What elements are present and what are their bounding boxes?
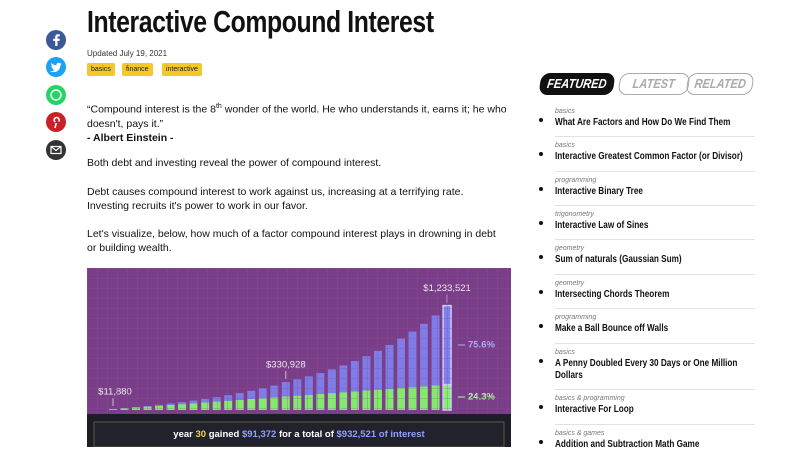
- item-category: basics & programming: [555, 395, 625, 402]
- summary-gained: $91,372: [242, 429, 276, 440]
- tab-label: RELATED: [693, 74, 747, 94]
- bullet: [539, 324, 543, 328]
- separator: [555, 136, 755, 137]
- item-title[interactable]: A Penny Doubled Every 30 Days or One Mil…: [555, 358, 748, 382]
- summary-text: year: [173, 429, 193, 440]
- quote-text: “Compound interest is the 8: [87, 104, 216, 116]
- item-title[interactable]: Interactive Law of Sines: [555, 220, 648, 232]
- tag[interactable]: finance: [122, 63, 153, 76]
- item-category: trigonometry: [555, 211, 594, 218]
- chart-grid: [87, 268, 511, 415]
- quote-author: - Albert Einstein -: [87, 132, 174, 144]
- separator: [555, 389, 755, 390]
- separator: [555, 239, 755, 240]
- page-title: Interactive Compound Interest: [87, 4, 434, 40]
- item-title[interactable]: Sum of naturals (Gaussian Sum): [555, 254, 682, 266]
- pinterest-share[interactable]: [46, 112, 66, 132]
- quote: “Compound interest is the 8th wonder of …: [87, 100, 507, 145]
- tab-latest[interactable]: LATEST: [617, 73, 690, 95]
- paragraph: Investing recruits it's power to work in…: [87, 199, 507, 213]
- item-title[interactable]: Addition and Subtraction Math Game: [555, 439, 699, 451]
- item-category: basics: [555, 108, 575, 115]
- paragraph: Let's visualize, below, how much of a fa…: [87, 227, 502, 255]
- item-title[interactable]: Interactive For Loop: [555, 404, 634, 416]
- bullet: [539, 440, 543, 444]
- tag[interactable]: basics: [87, 63, 115, 76]
- updated-date: Updated July 19, 2021: [87, 49, 167, 58]
- item-category: basics: [555, 142, 575, 149]
- summary-text: for a total of: [279, 429, 335, 440]
- bullet: [539, 187, 543, 191]
- separator: [555, 274, 755, 275]
- item-title[interactable]: What Are Factors and How Do We Find Them: [555, 117, 730, 129]
- bullet: [539, 359, 543, 363]
- separator: [555, 424, 755, 425]
- separator: [555, 308, 755, 309]
- bullet: [539, 221, 543, 225]
- item-category: programming: [555, 314, 596, 321]
- paragraph: Both debt and investing reveal the power…: [87, 156, 507, 170]
- item-category: geometry: [555, 280, 584, 287]
- summary-total: $932,521: [337, 429, 377, 440]
- tab-label: FEATURED: [546, 74, 608, 94]
- summary-text: of interest: [379, 429, 426, 440]
- item-category: geometry: [555, 245, 584, 252]
- whatsapp-share[interactable]: [46, 85, 66, 105]
- bullet: [539, 152, 543, 156]
- summary-year: 30: [196, 429, 207, 440]
- bullet: [539, 118, 543, 122]
- bullet: [539, 255, 543, 259]
- item-title[interactable]: Make a Ball Bounce off Walls: [555, 323, 668, 335]
- item-category: programming: [555, 177, 596, 184]
- separator: [555, 171, 755, 172]
- paragraph: Debt causes compound interest to work ag…: [87, 185, 507, 199]
- separator: [555, 343, 755, 344]
- item-title[interactable]: Interactive Binary Tree: [555, 186, 643, 198]
- summary-text: gained: [209, 429, 240, 440]
- tab-featured[interactable]: FEATURED: [538, 73, 615, 95]
- tag[interactable]: interactive: [162, 63, 202, 76]
- item-category: basics: [555, 349, 575, 356]
- item-title[interactable]: Interactive Greatest Common Factor (or D…: [555, 151, 743, 163]
- summary: year 30 gained $91,372 for a total of $9…: [173, 429, 425, 440]
- chart: $11,880$330,928$1,233,52175.6%24.3% year…: [87, 268, 511, 447]
- separator: [555, 205, 755, 206]
- tab-related[interactable]: RELATED: [685, 73, 754, 95]
- bullet: [539, 290, 543, 294]
- item-title[interactable]: Intersecting Chords Theorem: [555, 289, 669, 301]
- tab-label: LATEST: [632, 74, 677, 94]
- item-category: basics & games: [555, 430, 604, 437]
- bullet: [539, 405, 543, 409]
- share-bar: [0, 0, 80, 170]
